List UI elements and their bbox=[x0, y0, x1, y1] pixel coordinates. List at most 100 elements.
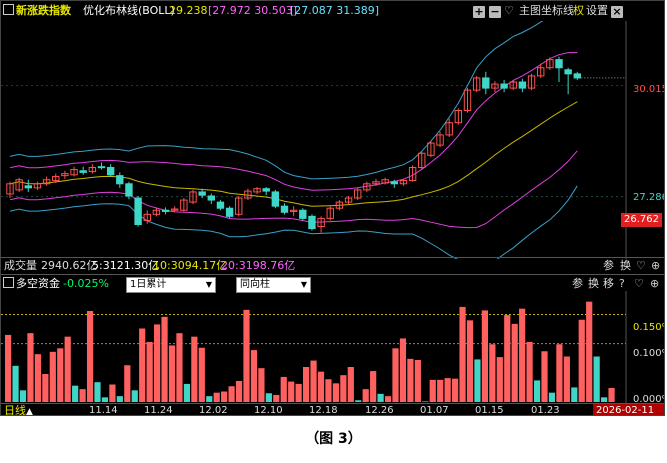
candle-body bbox=[225, 207, 234, 217]
date-label: 11.14 bbox=[89, 405, 118, 416]
candle-body bbox=[482, 77, 490, 89]
sub-bar bbox=[101, 397, 109, 402]
checkbox-icon[interactable] bbox=[3, 277, 14, 292]
index-name[interactable]: 新涨跌指数 bbox=[16, 4, 71, 17]
period-label[interactable]: 日线▲ bbox=[4, 404, 33, 416]
sub-bar bbox=[452, 378, 459, 402]
sub-bar bbox=[19, 390, 27, 402]
candle-body bbox=[52, 175, 60, 182]
zoom-icon[interactable]: ⊕ bbox=[651, 259, 661, 272]
candle-body bbox=[509, 81, 517, 89]
candle-body bbox=[125, 183, 133, 197]
coordinate-line-button[interactable]: 坐标线 bbox=[541, 4, 574, 17]
candle-body bbox=[363, 183, 371, 191]
sub-bar bbox=[541, 351, 548, 402]
sub-bar bbox=[280, 376, 287, 402]
date-label: 12.26 bbox=[365, 405, 394, 416]
boll-band1-value: [27.972 30.503] bbox=[208, 4, 298, 17]
candle-body bbox=[372, 181, 380, 185]
sub-bar bbox=[347, 367, 354, 402]
boll-lower-line bbox=[9, 150, 578, 229]
help-icon[interactable]: ? bbox=[619, 277, 625, 290]
candle-body bbox=[527, 75, 536, 89]
sub-indicator-chart[interactable] bbox=[1, 291, 665, 403]
settings-button[interactable]: 设置 bbox=[586, 4, 608, 17]
volume-ma5: 5:3121.30亿 bbox=[92, 259, 160, 272]
candle-body bbox=[253, 188, 261, 193]
candle-body bbox=[171, 208, 179, 211]
sub-bar bbox=[131, 390, 138, 402]
heart-icon[interactable]: ♡ bbox=[636, 259, 646, 272]
main-price-chart[interactable] bbox=[1, 21, 665, 259]
candle-body bbox=[134, 197, 142, 226]
sub-bar bbox=[601, 397, 608, 402]
sub-bar bbox=[548, 392, 556, 402]
volume-total: 2940.62亿 bbox=[41, 259, 98, 272]
sub-bar bbox=[526, 341, 533, 402]
sub-bar bbox=[310, 360, 317, 402]
bar-mode-select-value: 同向柱 bbox=[240, 279, 270, 290]
sub-bar bbox=[49, 351, 56, 402]
sub-bar bbox=[72, 385, 79, 402]
boll-band2-value: [27.087 31.389] bbox=[290, 4, 380, 17]
sub-bar bbox=[504, 315, 511, 402]
sub-bar bbox=[139, 328, 146, 402]
checkbox-icon[interactable] bbox=[3, 4, 14, 19]
zoom-icon[interactable]: ⊕ bbox=[650, 277, 660, 290]
rights-button[interactable]: 权 bbox=[573, 4, 584, 17]
candle-body bbox=[408, 167, 417, 182]
candle-body bbox=[61, 173, 69, 177]
sub-bar bbox=[161, 316, 168, 402]
candle-body bbox=[445, 122, 453, 136]
chart-header: 新涨跌指数 优化布林线(BOLL) 29.238 [27.972 30.503]… bbox=[1, 1, 664, 21]
candle-body bbox=[308, 215, 316, 230]
candle-body bbox=[271, 191, 280, 207]
heart-icon[interactable]: ♡ bbox=[504, 4, 514, 17]
candle-body bbox=[161, 209, 170, 212]
sub-bar bbox=[235, 381, 243, 402]
plus-icon[interactable]: + bbox=[473, 5, 485, 18]
candle-body bbox=[317, 217, 325, 228]
sub-move-button[interactable]: 移 bbox=[603, 277, 614, 290]
sub-bar bbox=[459, 306, 466, 402]
sub-bar bbox=[355, 400, 362, 402]
minus-icon[interactable]: − bbox=[489, 5, 501, 18]
candle-body bbox=[152, 209, 161, 215]
sub-bar bbox=[414, 360, 421, 402]
candle-body bbox=[418, 152, 426, 168]
sub-bar bbox=[213, 392, 220, 402]
sub-bar bbox=[325, 379, 332, 402]
candle-body bbox=[463, 89, 472, 112]
date-label: 01.23 bbox=[531, 405, 560, 416]
candle-body bbox=[335, 201, 344, 209]
heart-icon[interactable]: ♡ bbox=[634, 277, 644, 290]
period-select[interactable]: 1日累计 ▼ bbox=[126, 277, 216, 293]
sub-bar bbox=[578, 319, 585, 402]
period-select-value: 1日累计 bbox=[130, 279, 167, 290]
close-icon[interactable]: × bbox=[611, 5, 623, 18]
indicator-name[interactable]: 优化布林线(BOLL) bbox=[83, 4, 175, 17]
sub-bar bbox=[303, 367, 310, 402]
sub-bar bbox=[168, 345, 176, 402]
chevron-down-icon: ▼ bbox=[300, 280, 307, 289]
volume-param-button[interactable]: 参 bbox=[603, 259, 614, 272]
volume-switch-button[interactable]: 换 bbox=[620, 259, 631, 272]
candle-body bbox=[143, 213, 151, 221]
date-label: 01.15 bbox=[475, 405, 504, 416]
sub-bar bbox=[422, 401, 429, 402]
price-label-high: 30.015 bbox=[633, 84, 665, 95]
sub-param-button[interactable]: 参 bbox=[572, 277, 583, 290]
sub-bar bbox=[295, 383, 302, 402]
candle-body bbox=[97, 166, 106, 169]
sub-bar bbox=[429, 379, 436, 402]
sub-bar bbox=[116, 396, 123, 402]
candle-body bbox=[537, 67, 545, 77]
main-chart-button[interactable]: 主图 bbox=[519, 4, 541, 17]
sub-bar bbox=[94, 382, 101, 402]
sub-panel-title[interactable]: 多空资金 bbox=[16, 277, 60, 290]
sub-bar bbox=[481, 310, 488, 402]
sub-switch-button[interactable]: 换 bbox=[588, 277, 599, 290]
bar-mode-select[interactable]: 同向柱 ▼ bbox=[236, 277, 311, 293]
candle-body bbox=[24, 185, 33, 189]
sub-bar bbox=[206, 396, 213, 402]
